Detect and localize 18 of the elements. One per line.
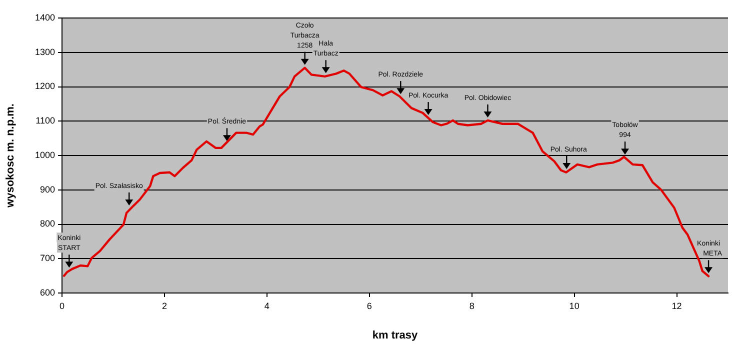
y-tick-label: 1300	[34, 46, 55, 57]
y-tick-label: 1400	[34, 12, 55, 22]
x-axis-title: km trasy	[372, 329, 418, 342]
y-tick-label: 700	[40, 253, 55, 264]
x-tick-label: 10	[569, 300, 580, 311]
y-tick-label: 600	[40, 287, 55, 298]
x-tick-label: 0	[59, 300, 65, 311]
y-axis-title: wysokosc m. n.p.m.	[4, 104, 17, 208]
x-tick-label: 4	[264, 300, 270, 311]
x-tick-label: 2	[162, 300, 167, 311]
y-tick-label: 800	[40, 218, 55, 229]
y-tick-label: 1000	[34, 150, 55, 160]
y-tick-label: 1200	[34, 81, 55, 92]
x-tick-label: 8	[469, 300, 474, 311]
x-tick-label: 6	[366, 300, 372, 311]
y-tick-label: 900	[40, 184, 55, 194]
y-tick-label: 1100	[36, 116, 55, 126]
x-tick-label: 12	[672, 300, 682, 311]
